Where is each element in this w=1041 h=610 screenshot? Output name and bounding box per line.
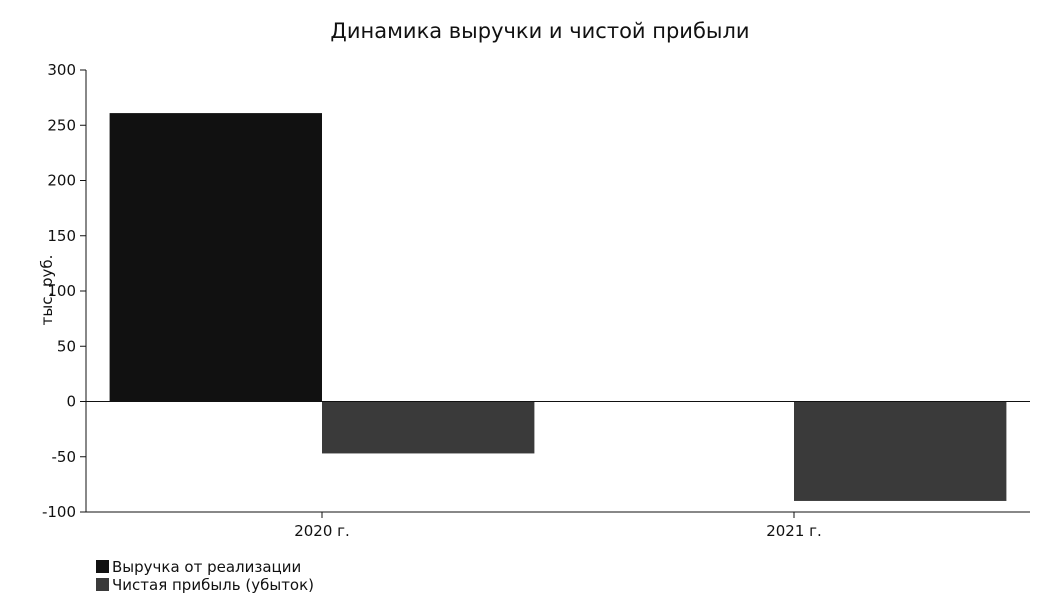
legend-swatch (96, 578, 109, 591)
legend-swatch (96, 560, 109, 573)
y-tick-label: 200 (47, 172, 76, 190)
y-tick-label: -100 (42, 503, 76, 521)
plot-area: -100 -50 0 50 100 150 200 250 300 2020 г. 2021 г. (42, 61, 1030, 540)
y-tick-label: 100 (47, 282, 76, 300)
legend-label: Выручка от реализации (112, 558, 301, 576)
x-tick-label: 2021 г. (766, 522, 822, 540)
y-tick-label: 300 (47, 61, 76, 79)
bar-net-profit-1 (794, 401, 1007, 501)
y-tick-label: 150 (47, 227, 76, 245)
legend-label: Чистая прибыль (убыток) (112, 576, 314, 594)
y-axis-label: тыс. руб. (38, 255, 56, 326)
x-tick-label: 2020 г. (294, 522, 350, 540)
y-tick-label: 50 (57, 337, 76, 355)
bar-net-profit-0 (322, 401, 535, 454)
chart-title: Динамика выручки и чистой прибыли (330, 19, 749, 43)
bar-revenue-0 (109, 113, 322, 402)
y-tick-label: -50 (52, 448, 77, 466)
y-tick-label: 0 (66, 393, 76, 411)
y-tick-label: 250 (47, 116, 76, 134)
